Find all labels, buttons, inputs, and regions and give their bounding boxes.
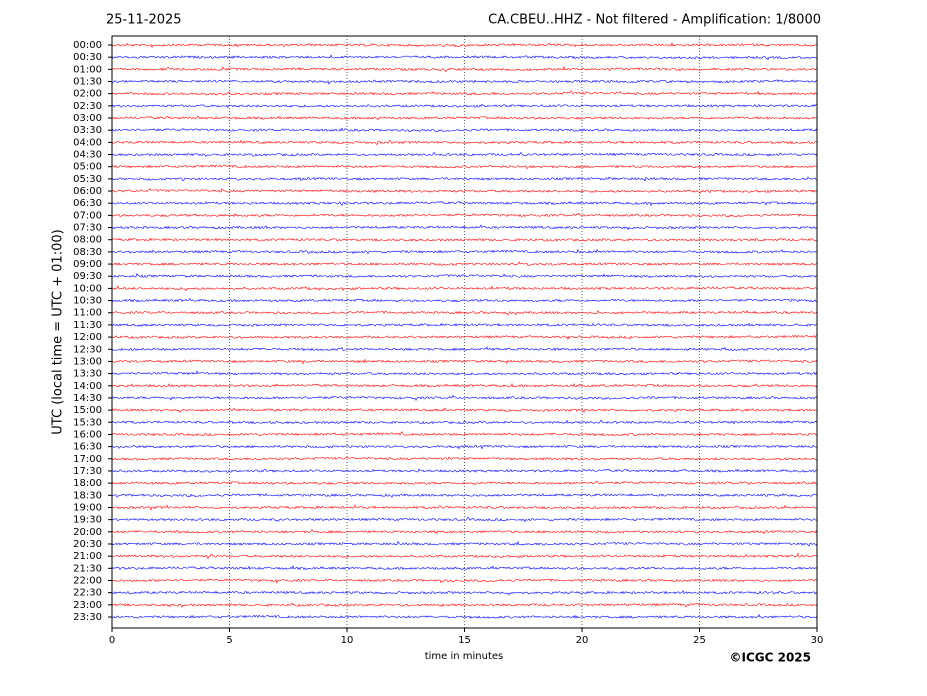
plot-frame bbox=[112, 36, 817, 628]
y-tick-label: 23:30 bbox=[73, 612, 102, 623]
x-tick-label: 5 bbox=[226, 635, 232, 646]
y-tick-label: 03:00 bbox=[73, 113, 102, 124]
y-tick-label: 08:30 bbox=[73, 247, 102, 258]
y-tick-label: 04:00 bbox=[73, 137, 102, 148]
y-tick-label: 12:00 bbox=[73, 332, 102, 343]
y-tick-label: 17:00 bbox=[73, 454, 102, 465]
chart-title: CA.CBEU..HHZ - Not filtered - Amplificat… bbox=[488, 13, 821, 28]
x-tick-label: 25 bbox=[693, 635, 706, 646]
credit: ©ICGC 2025 bbox=[729, 651, 811, 665]
y-tick-label: 11:30 bbox=[73, 320, 102, 331]
trace bbox=[112, 335, 817, 339]
y-tick-label: 01:00 bbox=[73, 64, 102, 75]
y-tick-label: 02:30 bbox=[73, 101, 102, 112]
x-tick-label: 0 bbox=[109, 635, 115, 646]
trace bbox=[112, 469, 817, 472]
trace bbox=[112, 128, 817, 131]
y-tick-label: 16:00 bbox=[73, 429, 102, 440]
y-tick-label: 00:00 bbox=[73, 40, 102, 51]
y-tick-label: 18:00 bbox=[73, 478, 102, 489]
y-axis-label: UTC (local time = UTC + 01:00) bbox=[51, 229, 66, 434]
y-tick-label: 09:30 bbox=[73, 271, 102, 282]
trace bbox=[112, 286, 817, 291]
y-tick-label: 21:30 bbox=[73, 563, 102, 574]
y-tick-label: 01:30 bbox=[73, 77, 102, 88]
y-tick-label: 00:30 bbox=[73, 52, 102, 63]
trace bbox=[112, 347, 817, 350]
y-tick-label: 07:00 bbox=[73, 210, 102, 221]
y-tick-label: 18:30 bbox=[73, 490, 102, 501]
trace bbox=[112, 274, 817, 278]
trace bbox=[112, 43, 817, 47]
y-tick-label: 02:00 bbox=[73, 89, 102, 100]
y-tick-label: 03:30 bbox=[73, 125, 102, 136]
chart: 25-11-2025 CA.CBEU..HHZ - Not filtered -… bbox=[0, 0, 927, 696]
y-tick-label: 15:30 bbox=[73, 417, 102, 428]
y-tick-label: 20:00 bbox=[73, 527, 102, 538]
y-tick-label: 13:30 bbox=[73, 369, 102, 380]
y-tick-label: 12:30 bbox=[73, 344, 102, 355]
y-tick-label: 15:00 bbox=[73, 405, 102, 416]
y-tick-label: 06:30 bbox=[73, 198, 102, 209]
y-tick-label: 22:30 bbox=[73, 588, 102, 599]
y-tick-label: 05:00 bbox=[73, 162, 102, 173]
y-tick-label: 09:00 bbox=[73, 259, 102, 270]
x-tick-label: 30 bbox=[811, 635, 824, 646]
trace bbox=[112, 445, 817, 448]
y-tick-label: 13:00 bbox=[73, 356, 102, 367]
trace bbox=[112, 298, 817, 301]
y-tick-label: 10:00 bbox=[73, 283, 102, 294]
y-tick-label: 14:00 bbox=[73, 381, 102, 392]
trace bbox=[112, 55, 817, 60]
trace bbox=[112, 493, 817, 497]
y-tick-label: 11:00 bbox=[73, 308, 102, 319]
y-tick-label: 21:00 bbox=[73, 551, 102, 562]
x-tick-label: 15 bbox=[458, 635, 471, 646]
x-axis-label: time in minutes bbox=[425, 651, 504, 662]
trace bbox=[112, 505, 817, 510]
y-tick-label: 20:30 bbox=[73, 539, 102, 550]
y-tick-label: 10:30 bbox=[73, 296, 102, 307]
x-tick-label: 20 bbox=[576, 635, 589, 646]
trace bbox=[112, 553, 817, 558]
y-tick-label: 08:00 bbox=[73, 235, 102, 246]
trace bbox=[112, 104, 817, 107]
y-tick-label: 05:30 bbox=[73, 174, 102, 185]
trace bbox=[112, 311, 817, 315]
trace bbox=[112, 67, 817, 72]
trace bbox=[112, 481, 817, 485]
y-tick-label: 06:00 bbox=[73, 186, 102, 197]
y-tick-label: 19:00 bbox=[73, 502, 102, 513]
y-tick-label: 22:00 bbox=[73, 575, 102, 586]
y-tick-label: 07:30 bbox=[73, 223, 102, 234]
y-tick-label: 23:00 bbox=[73, 600, 102, 611]
date-label: 25-11-2025 bbox=[106, 13, 182, 28]
x-tick-label: 10 bbox=[341, 635, 354, 646]
y-tick-label: 04:30 bbox=[73, 150, 102, 161]
y-tick-label: 14:30 bbox=[73, 393, 102, 404]
y-tick-label: 19:30 bbox=[73, 515, 102, 526]
y-tick-label: 16:30 bbox=[73, 442, 102, 453]
trace bbox=[112, 250, 817, 254]
trace bbox=[112, 91, 817, 95]
y-tick-label: 17:30 bbox=[73, 466, 102, 477]
